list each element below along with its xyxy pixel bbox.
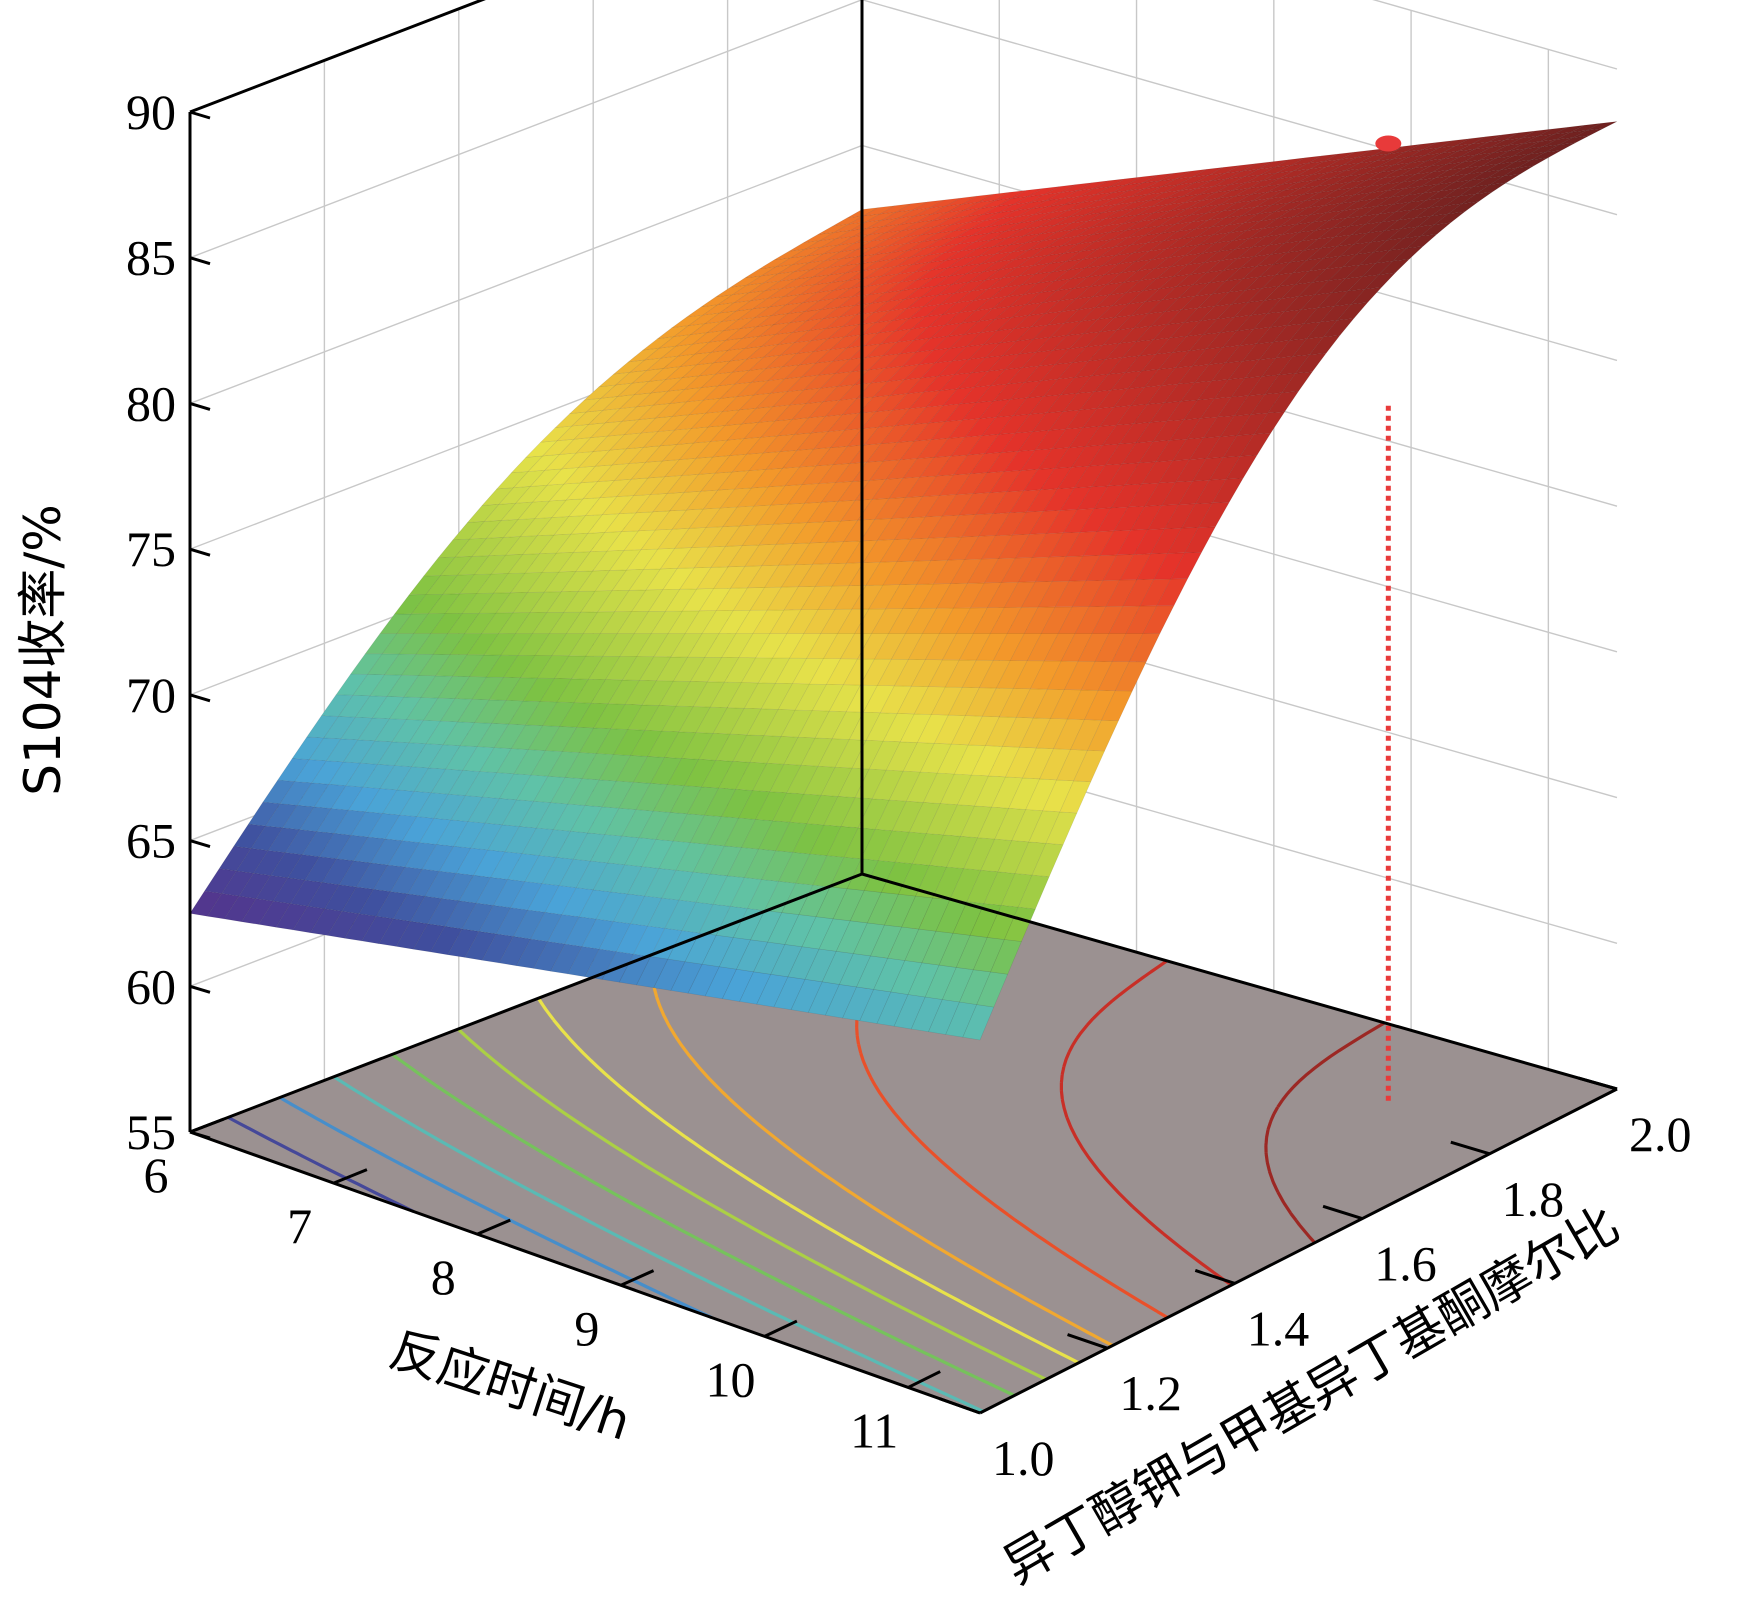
z-tick — [189, 984, 211, 994]
z-tick — [189, 110, 211, 120]
z-tick-label: 65 — [126, 813, 176, 869]
x-tick-label: 9 — [574, 1300, 599, 1356]
y-tick — [1194, 1269, 1236, 1285]
y-tick-label: 1.2 — [1119, 1365, 1182, 1421]
x-tick-label: 8 — [431, 1249, 456, 1305]
optimum-marker — [1375, 135, 1402, 1106]
x-axis-line — [189, 1130, 981, 1415]
optimum-point — [1375, 135, 1402, 152]
y-tick-label: 1.8 — [1502, 1171, 1565, 1227]
y-axis-line — [979, 1087, 1618, 1415]
y-tick-label: 1.6 — [1374, 1236, 1437, 1292]
z-tick — [189, 1130, 211, 1140]
floor-left-edge — [189, 872, 863, 1134]
z-tick-label: 90 — [126, 84, 176, 140]
x-tick — [620, 1269, 655, 1287]
y-tick — [1067, 1333, 1108, 1350]
z-tick-label: 80 — [126, 375, 176, 431]
z-axis-label: S104收率/% — [14, 504, 72, 796]
floor-back-edge — [861, 872, 1618, 1091]
x-tick-label: 10 — [706, 1351, 756, 1407]
contour-line — [278, 1096, 713, 1320]
z-tick-label: 75 — [126, 521, 176, 577]
x-tick — [189, 1117, 225, 1134]
top-left-edge — [189, 0, 486, 114]
x-tick — [907, 1370, 941, 1389]
y-tick — [939, 1397, 981, 1415]
z-tick — [189, 839, 211, 849]
contour-line — [457, 1027, 1047, 1381]
z-tick-label: 70 — [126, 667, 176, 723]
z-tick — [189, 401, 211, 411]
contour-line — [332, 1075, 984, 1413]
z-tick-label: 55 — [126, 1104, 176, 1160]
z-tick — [189, 693, 211, 703]
response-surface — [189, 121, 1618, 1041]
y-tick-label: 1.4 — [1247, 1300, 1310, 1356]
surface-patch — [1586, 121, 1618, 131]
z-tick-label: 85 — [126, 230, 176, 286]
y-tick — [1450, 1140, 1491, 1156]
contour-line — [1059, 959, 1233, 1287]
axis-ticks: 55 60 65 70 75 80 85 90 6 7 8 9 10 11 1.0 1.2 1.4 1.6 1.8 2… — [126, 84, 1692, 1486]
contour-line — [227, 1115, 415, 1213]
x-tick-label: 11 — [850, 1402, 898, 1458]
x-tick-label: 6 — [144, 1147, 169, 1203]
contour-line — [1264, 1021, 1386, 1244]
x-tick — [333, 1168, 368, 1185]
x-tick-label: 7 — [287, 1198, 312, 1254]
z-tick — [189, 547, 211, 557]
x-tick — [476, 1218, 511, 1236]
y-tick-label: 1.0 — [992, 1430, 1055, 1486]
z-tick-label: 60 — [126, 958, 176, 1014]
contour-line — [391, 1053, 1016, 1397]
axes-frame — [188, 0, 1618, 1415]
y-tick — [1322, 1204, 1363, 1221]
contour-line — [537, 997, 1080, 1365]
y-tick-label: 2.0 — [1629, 1106, 1692, 1162]
z-tick — [189, 256, 211, 266]
x-tick — [763, 1319, 798, 1338]
z-grid-line — [189, 0, 1618, 259]
y-tick — [1578, 1076, 1618, 1091]
